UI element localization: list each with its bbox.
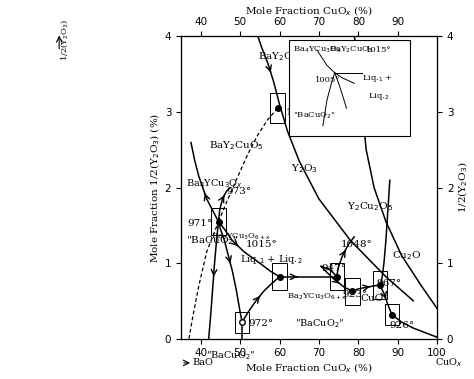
Text: 1005°: 1005° [315,76,340,84]
Text: 923°: 923° [343,290,368,299]
Bar [271,93,285,124]
Bar [373,271,387,299]
Text: Ba$_4$YCu$_3$O$_x$: Ba$_4$YCu$_3$O$_x$ [186,177,243,190]
Text: "BaCuO$_2$": "BaCuO$_2$" [295,317,345,330]
Bar [385,304,399,325]
Text: 1048°: 1048° [341,240,373,249]
Bar [290,40,410,136]
Text: Liq.$_2$: Liq.$_2$ [368,91,390,102]
Text: 926°: 926° [390,321,415,330]
Text: Y$_2$Cu$_2$O$_5$: Y$_2$Cu$_2$O$_5$ [346,200,393,213]
Text: 1015°: 1015° [366,46,392,54]
Text: "BaCuO$_2$": "BaCuO$_2$" [293,111,336,121]
Text: 973°: 973° [227,187,252,196]
Text: Liq.$_1$ +: Liq.$_1$ + [362,72,393,83]
Text: 967°: 967° [376,279,401,288]
Bar [273,263,287,290]
Text: Cu$_2$O: Cu$_2$O [392,249,421,262]
Text: BaY$_2$CuO$_5$: BaY$_2$CuO$_5$ [329,45,374,55]
Text: BaY$_2$O$_4$: BaY$_2$O$_4$ [258,50,298,63]
Text: "BaCuO$_2$": "BaCuO$_2$" [206,349,255,362]
Text: 971°: 971° [187,219,212,228]
Bar [329,263,344,290]
Text: Y$_2$O$_3$: Y$_2$O$_3$ [292,162,318,175]
Text: "BaCuO$_2$": "BaCuO$_2$" [186,234,238,247]
Text: Ba$_2$YCu$_3$O$_{6+x}$: Ba$_2$YCu$_3$O$_{6+x}$ [210,232,271,242]
Y-axis label: Mole Fraction 1/2(Y$_2$O$_3$) (%): Mole Fraction 1/2(Y$_2$O$_3$) (%) [148,113,162,263]
Text: CuO: CuO [360,294,383,303]
X-axis label: Mole Fraction CuO$_x$ (%): Mole Fraction CuO$_x$ (%) [245,4,373,18]
Text: CuO$_x$: CuO$_x$ [435,357,463,369]
Text: Liq.$_1$ + Liq.$_2$: Liq.$_1$ + Liq.$_2$ [240,253,303,266]
Text: 1015°: 1015° [246,240,278,249]
Text: 1/2(Y$_2$O$_3$): 1/2(Y$_2$O$_3$) [59,19,70,61]
Y-axis label: 1/2(Y$_2$O$_3$): 1/2(Y$_2$O$_3$) [456,162,470,213]
Text: BaO: BaO [193,359,214,367]
Bar [346,277,359,305]
X-axis label: Mole Fraction CuO$_x$ (%): Mole Fraction CuO$_x$ (%) [245,361,373,375]
Text: Ba$_2$YCu$_3$O$_{6+x}$: Ba$_2$YCu$_3$O$_{6+x}$ [287,292,347,302]
Text: Ba$_4$YCu$_3$O$_x$: Ba$_4$YCu$_3$O$_x$ [293,45,342,55]
Text: 1274°: 1274° [285,108,317,116]
Text: 947°: 947° [321,264,346,273]
Bar [211,208,226,235]
Text: BaY$_2$CuO$_5$: BaY$_2$CuO$_5$ [209,139,264,152]
Bar [235,312,249,333]
Text: 972°: 972° [248,319,273,328]
